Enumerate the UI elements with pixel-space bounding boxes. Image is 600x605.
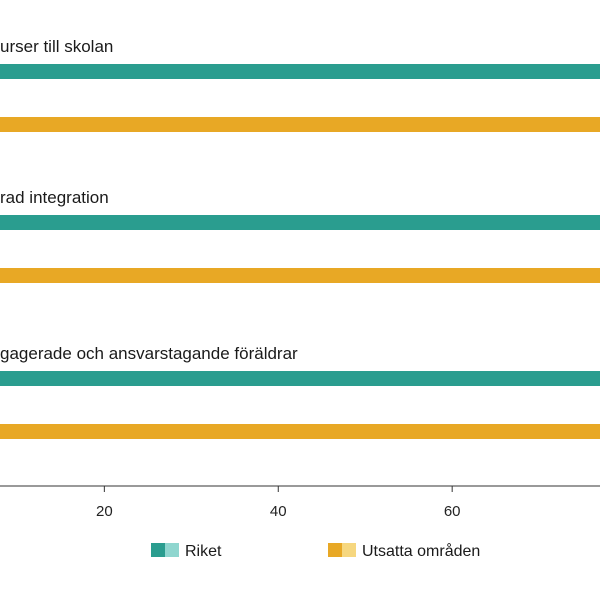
x-axis: 20 40 60 xyxy=(0,485,600,520)
legend-swatch-light xyxy=(342,543,356,557)
legend-swatch-dark xyxy=(328,543,342,557)
x-tick-label: 60 xyxy=(444,503,461,520)
category-label: gagerade och ansvarstagande föräldrar xyxy=(0,344,298,363)
bar-utsatta-omraden xyxy=(0,424,600,439)
category-label: urser till skolan xyxy=(0,37,113,56)
category-labels: urser till skolan rad integration gagerade… xyxy=(0,37,298,363)
bar-utsatta-omraden xyxy=(0,117,600,132)
legend-label: Riket xyxy=(185,543,222,560)
category-label: rad integration xyxy=(0,188,109,207)
bar-utsatta-omraden xyxy=(0,268,600,283)
x-tick-label: 20 xyxy=(96,503,113,520)
bars-layer xyxy=(0,64,600,439)
x-tick-label: 40 xyxy=(270,503,287,520)
legend-label: Utsatta områden xyxy=(362,542,480,560)
legend-swatch-light xyxy=(165,543,179,557)
bar-riket xyxy=(0,64,600,79)
legend-swatch-dark xyxy=(151,543,165,557)
bar-riket xyxy=(0,371,600,386)
bar-riket xyxy=(0,215,600,230)
legend: Riket Utsatta områden xyxy=(151,542,480,560)
